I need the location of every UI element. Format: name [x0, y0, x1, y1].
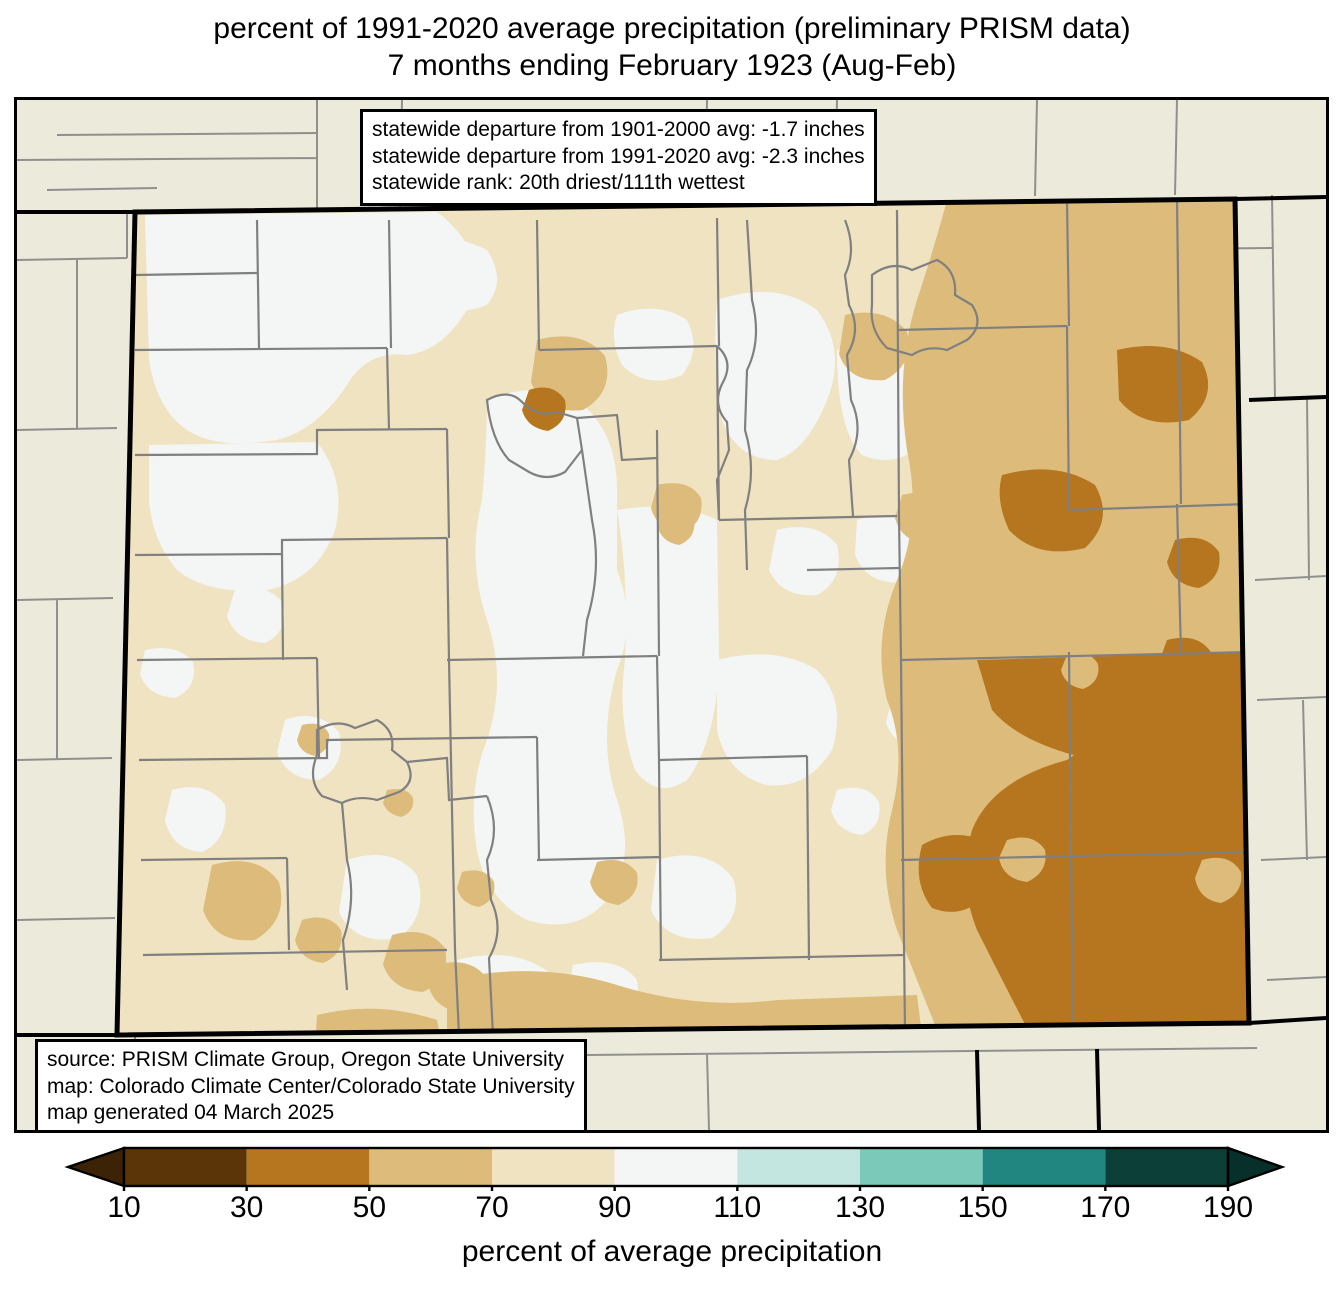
colorbar-tick-label-110: 110	[713, 1191, 762, 1224]
colorbar-under-arrow	[64, 1146, 126, 1188]
colorbar-tick-label-150: 150	[957, 1191, 1008, 1224]
colorbar-tick-label-50: 50	[352, 1191, 387, 1224]
page-title: percent of 1991-2020 average precipitati…	[0, 10, 1344, 84]
colorbar-band-2	[369, 1148, 492, 1186]
band-50-70-insets	[999, 653, 1242, 903]
band-70-90-insets	[363, 302, 540, 447]
colorbar-outline	[122, 1146, 1230, 1188]
source-line-3: map generated 04 March 2025	[47, 1101, 335, 1124]
colorbar-legend: 10 30 50 70 90 110 130 150 170 190 percent of ave…	[0, 1143, 1344, 1299]
stats-line-2: statewide departure from 1991-2020 avg: …	[372, 144, 865, 168]
source-line-2: map: Colorado Climate Center/Colorado St…	[47, 1074, 575, 1098]
source-attribution-box: source: PRISM Climate Group, Oregon Stat…	[35, 1039, 587, 1130]
colorbar-band-8	[1105, 1148, 1228, 1186]
colorbar-over-arrow	[1226, 1146, 1286, 1188]
title-line-2: 7 months ending February 1923 (Aug-Feb)	[387, 49, 957, 82]
colorado-county-lines	[134, 199, 1249, 1035]
colorbar-band-1	[246, 1148, 370, 1186]
precipitation-map-panel: statewide departure from 1901-2000 avg: …	[14, 97, 1329, 1133]
colorbar-tick-label-170: 170	[1080, 1191, 1131, 1224]
colorbar-band-3	[492, 1148, 615, 1186]
colorbar-tick-label-10: 10	[107, 1191, 141, 1224]
source-line-1: source: PRISM Climate Group, Oregon Stat…	[47, 1048, 565, 1071]
colorbar-band-7	[982, 1148, 1106, 1186]
statewide-stats-box: statewide departure from 1901-2000 avg: …	[360, 109, 877, 206]
stats-line-3: statewide rank: 20th driest/111th wettes…	[372, 171, 745, 194]
title-line-1: percent of 1991-2020 average precipitati…	[213, 12, 1131, 45]
colorado-precipitation-map	[17, 100, 1326, 1130]
colorbar-band-6	[860, 1148, 983, 1186]
colorbar-tick-marks	[122, 1186, 1230, 1191]
precipitation-contour-fills	[117, 199, 1249, 1035]
colorbar-tick-label-130: 130	[834, 1191, 886, 1224]
colorbar-band-group	[64, 1146, 1286, 1188]
stats-line-1: statewide departure from 1901-2000 avg: …	[372, 118, 865, 141]
colorbar-band-0	[124, 1148, 247, 1186]
band-30-50	[522, 346, 1249, 1035]
colorbar-tick-label-190: 190	[1202, 1191, 1254, 1224]
colorbar-tick-label-70: 70	[475, 1191, 509, 1224]
colorbar-band-5	[737, 1148, 860, 1186]
colorbar-tick-label-90: 90	[597, 1191, 632, 1224]
colorbar-swatches	[64, 1146, 1286, 1191]
neighboring-state-borders	[17, 195, 1326, 1130]
colorbar-tick-labels: 10 30 50 70 90 110 130 150 170 190	[0, 1191, 1344, 1225]
colorbar-band-4	[614, 1148, 738, 1186]
colorbar-axis-label: percent of average precipitation	[461, 1235, 883, 1268]
colorbar-tick-label-30: 30	[229, 1191, 264, 1224]
